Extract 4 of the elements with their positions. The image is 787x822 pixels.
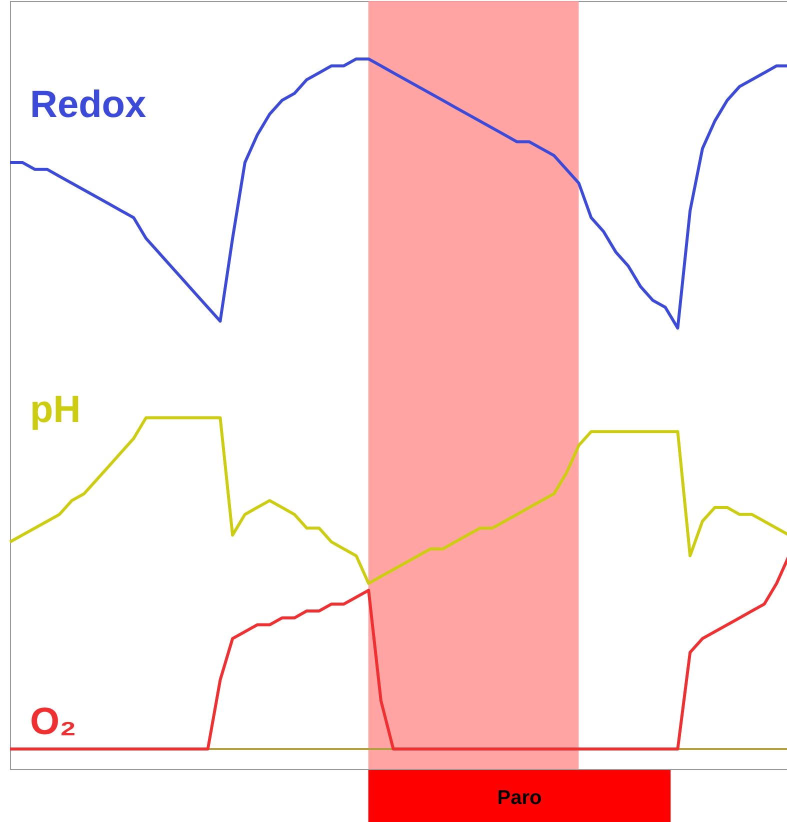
series-label: pH — [30, 389, 81, 431]
text: Paro — [497, 787, 542, 809]
series-label: O₂ — [30, 701, 76, 743]
series-label: Redox — [30, 84, 146, 126]
